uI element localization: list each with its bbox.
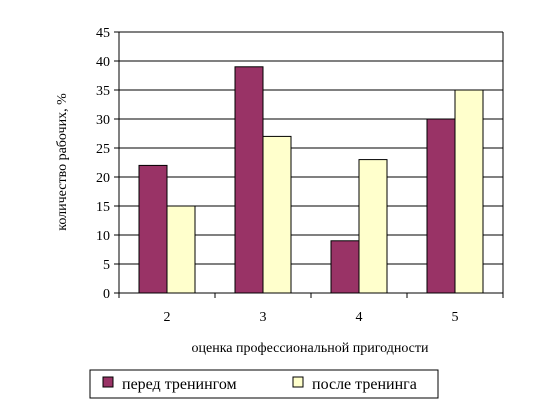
y-axis-title: количество рабочих, % [55, 93, 70, 231]
legend-swatch-after [292, 376, 304, 388]
y-tick-label: 45 [96, 26, 110, 41]
bar-before-3 [234, 66, 264, 294]
y-tick-label: 20 [96, 171, 110, 186]
axes [114, 31, 504, 298]
legend-label-before: перед тренингом [122, 376, 237, 393]
y-tick-label: 25 [96, 142, 110, 157]
x-tick-label: 5 [452, 310, 459, 325]
bar-after-5 [454, 89, 484, 294]
x-axis-title: оценка профессиональной пригодности [192, 341, 430, 356]
y-tick-label: 10 [96, 229, 110, 244]
bars [138, 66, 484, 294]
y-tick-label: 5 [103, 258, 110, 273]
y-tick-labels: 0 5 10 15 20 25 30 35 40 45 [96, 26, 110, 302]
bar-after-3 [262, 135, 292, 294]
bar-before-5 [426, 118, 456, 294]
legend-box [89, 369, 439, 399]
legend-label-after: после тренинга [312, 376, 417, 393]
x-tick-label: 2 [164, 310, 171, 325]
y-tick-label: 35 [96, 84, 110, 99]
y-tick-label: 15 [96, 200, 110, 215]
y-tick-label: 30 [96, 113, 110, 128]
x-tick-labels: 2 3 4 5 [164, 310, 459, 325]
legend: перед тренингом после тренинга [89, 369, 439, 399]
bar-after-2 [166, 205, 196, 294]
x-tick-label: 4 [356, 310, 363, 325]
y-tick-label: 0 [103, 287, 110, 302]
legend-swatch-before [102, 376, 114, 388]
bar-before-4 [330, 240, 360, 294]
y-tick-label: 40 [96, 55, 110, 70]
bar-after-4 [358, 159, 388, 294]
x-tick-label: 3 [260, 310, 267, 325]
bar-before-2 [138, 164, 168, 294]
